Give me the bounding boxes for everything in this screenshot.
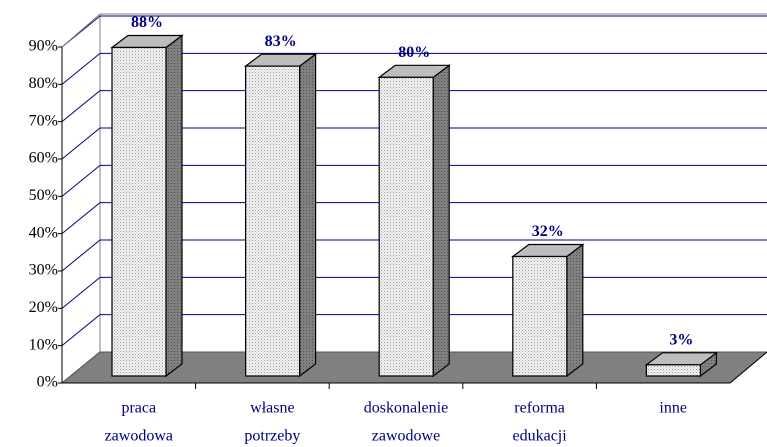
x-tick-label: potrzeby bbox=[244, 428, 300, 445]
bar bbox=[243, 52, 318, 378]
side-grid-line bbox=[61, 239, 101, 272]
bar-side bbox=[566, 243, 584, 378]
bar-side bbox=[165, 34, 183, 378]
value-label: 88% bbox=[131, 14, 163, 31]
y-tick-label: 10% bbox=[29, 336, 58, 353]
bar-front bbox=[512, 255, 568, 377]
x-tick-label: własne bbox=[250, 400, 294, 417]
bar-side bbox=[432, 64, 450, 378]
bar bbox=[110, 34, 184, 378]
y-tick-label: 20% bbox=[29, 299, 58, 316]
side-grid-line bbox=[61, 314, 101, 347]
y-tick-label: 0% bbox=[37, 374, 58, 391]
bar bbox=[377, 64, 452, 378]
side-grid-line bbox=[61, 276, 101, 309]
bar-front bbox=[245, 65, 301, 377]
bar bbox=[644, 351, 719, 378]
x-tick-label: edukacji bbox=[512, 428, 567, 445]
value-label: 80% bbox=[398, 44, 430, 61]
x-tick-label: inne bbox=[659, 400, 687, 417]
y-tick-label: 50% bbox=[29, 187, 58, 204]
bar-front bbox=[645, 364, 702, 377]
bar-front bbox=[111, 46, 167, 377]
value-label: 32% bbox=[532, 223, 564, 240]
value-label: 3% bbox=[669, 331, 693, 348]
bar-side bbox=[299, 52, 317, 378]
x-tick-label: reforma bbox=[514, 400, 565, 417]
x-tick-label: zawodowe bbox=[372, 428, 440, 445]
value-label: 83% bbox=[265, 33, 297, 50]
y-tick-label: 60% bbox=[29, 150, 58, 167]
side-grid-line bbox=[61, 202, 101, 235]
y-tick-label: 80% bbox=[29, 75, 58, 92]
side-grid-line bbox=[61, 164, 101, 197]
bar-front bbox=[378, 76, 434, 377]
y-tick-label: 90% bbox=[29, 38, 58, 55]
bar bbox=[510, 243, 585, 378]
y-tick-label: 30% bbox=[29, 262, 58, 279]
x-tick-label: doskonalenie bbox=[364, 400, 448, 417]
side-grid-line bbox=[61, 52, 101, 85]
side-wall-edge bbox=[61, 13, 101, 48]
floor-edge bbox=[729, 351, 767, 384]
side-grid-line bbox=[61, 90, 101, 123]
x-tick-label: zawodowa bbox=[105, 428, 173, 445]
x-tick-label: praca bbox=[121, 400, 156, 417]
y-tick-label: 40% bbox=[29, 224, 58, 241]
side-grid-line bbox=[61, 127, 101, 160]
y-tick-label: 70% bbox=[29, 112, 58, 129]
